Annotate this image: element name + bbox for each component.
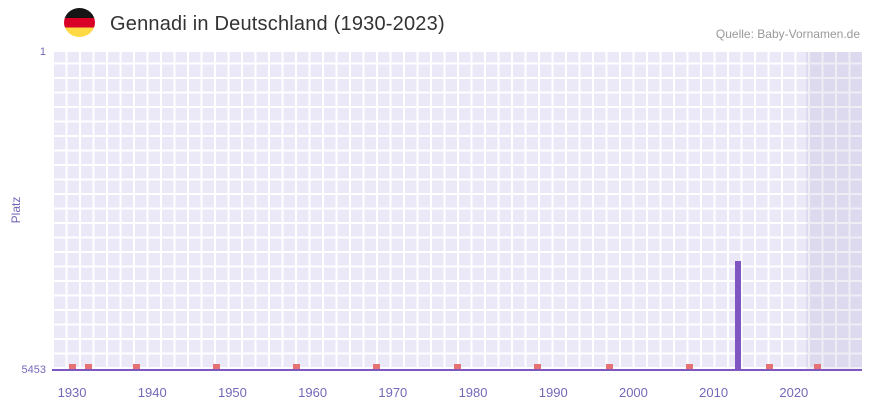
rare-rank-mark[interactable] [68,364,76,369]
rare-rank-mark[interactable] [373,364,381,369]
rare-rank-mark[interactable] [453,364,461,369]
x-tick-label: 1930 [57,385,87,400]
rare-rank-mark[interactable] [212,364,220,369]
x-tick-label: 2010 [699,385,729,400]
rare-rank-mark[interactable] [814,364,822,369]
recent-years-shade [805,52,862,369]
rare-rank-mark[interactable] [84,364,92,369]
rare-rank-mark[interactable] [605,364,613,369]
x-tick-label: 1940 [137,385,167,400]
chart-title: Gennadi in Deutschland (1930-2023) [110,13,445,35]
x-tick-label: 2000 [618,385,648,400]
rank-bar[interactable] [734,261,741,369]
x-axis-ticks: 1930 1940 1950 1960 1970 1980 1990 2000 2010 2020 [52,385,862,403]
rare-rank-mark[interactable] [293,364,301,369]
x-tick-label: 1960 [298,385,328,400]
y-axis-title: Platz [9,196,23,224]
y-tick-max: 1 [39,46,46,58]
x-tick-label: 1950 [217,385,247,400]
rare-rank-mark[interactable] [533,364,541,369]
x-tick-label: 1990 [538,385,568,400]
source-credit: Quelle: Baby-Vornamen.de [715,27,860,41]
x-tick-label: 1980 [458,385,488,400]
germany-flag-icon [64,8,95,37]
x-tick-label: 2020 [779,385,809,400]
x-tick-label: 1970 [378,385,408,400]
plot-area [52,52,862,371]
rare-rank-mark[interactable] [686,364,694,369]
rare-rank-mark[interactable] [766,364,774,369]
rare-rank-mark[interactable] [132,364,140,369]
y-tick-min: 5453 [21,364,46,376]
